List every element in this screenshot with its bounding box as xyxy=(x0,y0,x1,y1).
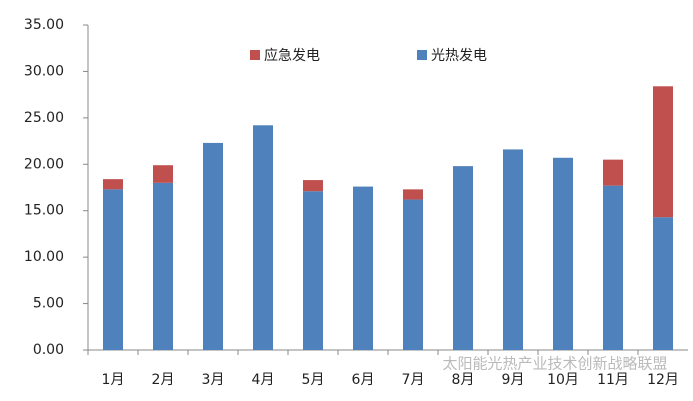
x-tick-label: 10月 xyxy=(547,372,579,388)
bar-segment xyxy=(303,180,323,192)
bar-segment xyxy=(653,86,673,218)
y-tick-label: 25.00 xyxy=(24,110,64,126)
legend-swatch xyxy=(250,50,260,60)
y-tick-label: 0.00 xyxy=(33,342,64,358)
y-tick-label: 30.00 xyxy=(24,63,64,79)
x-tick-label: 6月 xyxy=(352,372,375,388)
watermark: 太阳能光热产业技术创新战略联盟 xyxy=(442,355,667,373)
x-tick-label: 7月 xyxy=(402,372,425,388)
bar-segment xyxy=(253,125,273,351)
bar-segment xyxy=(603,159,623,186)
x-tick-label: 3月 xyxy=(202,372,225,388)
x-tick-label: 12月 xyxy=(647,372,679,388)
x-tick-label: 5月 xyxy=(302,372,325,388)
bar-segment xyxy=(103,179,123,190)
legend-label: 应急发电 xyxy=(264,47,320,64)
x-tick-label: 11月 xyxy=(597,372,629,388)
bar-segment xyxy=(153,165,173,183)
y-tick-label: 35.00 xyxy=(24,17,64,33)
y-tick-label: 15.00 xyxy=(24,203,64,219)
x-tick-label: 8月 xyxy=(452,372,475,388)
x-tick-label: 2月 xyxy=(152,372,175,388)
bar-segment xyxy=(303,191,323,350)
bar-segment xyxy=(653,217,673,350)
legend-swatch xyxy=(417,50,427,60)
bar-segment xyxy=(203,142,223,350)
bar-segment xyxy=(453,166,473,350)
bar-segment xyxy=(403,189,423,200)
bar-segment xyxy=(603,185,623,350)
y-tick-label: 5.00 xyxy=(33,296,64,312)
y-tick-label: 10.00 xyxy=(24,249,64,265)
bar-segment xyxy=(103,189,123,350)
x-tick-label: 4月 xyxy=(252,372,275,388)
bar-segment xyxy=(153,182,173,350)
bar-segment xyxy=(503,149,523,350)
x-tick-label: 1月 xyxy=(102,372,125,388)
y-tick-label: 20.00 xyxy=(24,156,64,172)
x-tick-label: 9月 xyxy=(502,372,525,388)
bar-segment xyxy=(403,199,423,350)
bar-segment xyxy=(353,186,373,350)
legend-label: 光热发电 xyxy=(431,48,487,64)
bar-segment xyxy=(553,157,573,350)
